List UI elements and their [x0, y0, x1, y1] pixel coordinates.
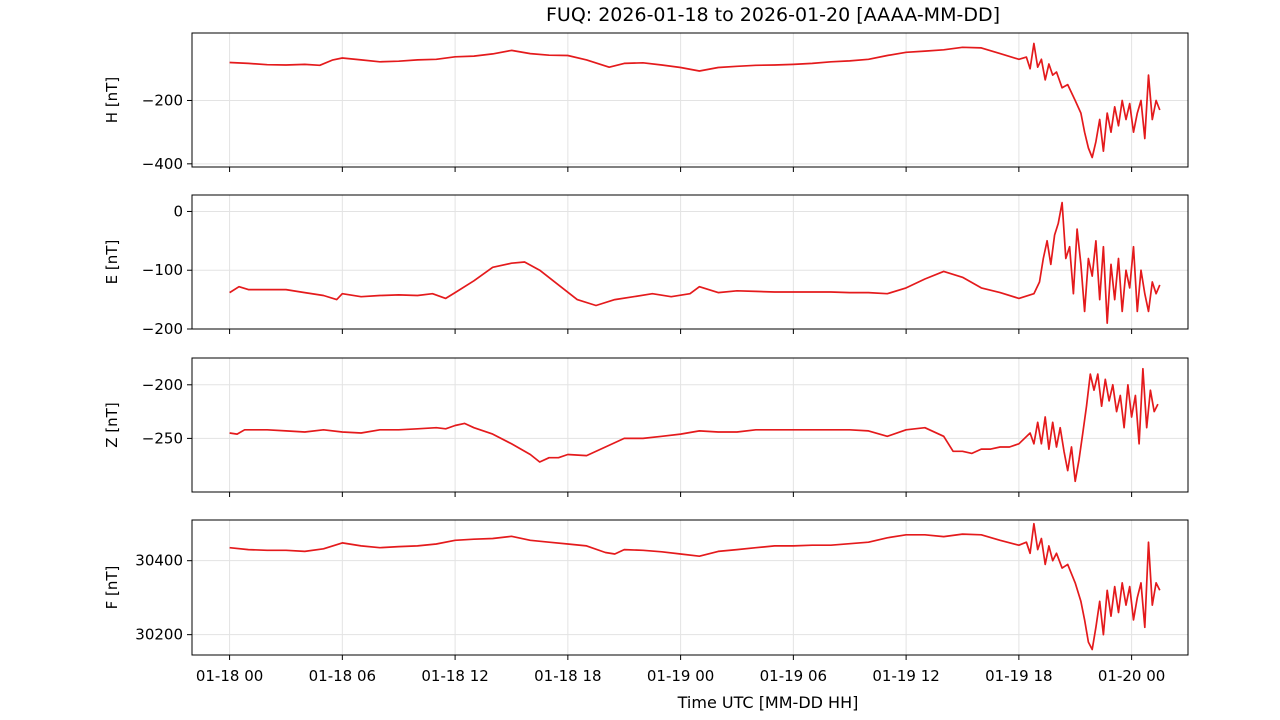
y-tick-label: −250 — [142, 429, 183, 447]
axes-frame — [191, 519, 1189, 656]
y-tick-label: 30200 — [135, 626, 183, 644]
y-axis-label-z: Z [nT] — [103, 402, 121, 447]
panel-f: 30200 30400 F [nT] 01-18 00 01-18 06 01-18 12… — [103, 519, 1189, 685]
y-tick-label: −200 — [142, 91, 183, 109]
chart-title: FUQ: 2026-01-18 to 2026-01-20 [AAAA-MM-D… — [546, 4, 1000, 26]
axes-frame — [191, 357, 1189, 493]
y-axis-label-e: E [nT] — [103, 240, 121, 285]
x-tick-label: 01-19 06 — [760, 667, 827, 685]
x-tick-label: 01-19 12 — [872, 667, 939, 685]
y-tick-label: −200 — [142, 320, 183, 338]
panels: −400 −200 H [nT] −200 −100 0 E [nT] −250 −200 Z [… — [103, 32, 1189, 685]
y-axis-label-f: F [nT] — [103, 566, 121, 610]
panel-h: −400 −200 H [nT] — [103, 32, 1189, 173]
series-line-f — [229, 522, 1161, 651]
panel-e: −200 −100 0 E [nT] — [103, 194, 1189, 338]
y-axis-label-h: H [nT] — [103, 77, 121, 123]
y-tick-label: −200 — [142, 376, 183, 394]
y-tick-label: 30400 — [135, 552, 183, 570]
series-line-z — [229, 367, 1159, 483]
series-line-e — [229, 201, 1161, 324]
x-axis-label: Time UTC [MM-DD HH] — [677, 693, 859, 712]
x-tick-label: 01-18 18 — [534, 667, 601, 685]
series-line-h — [229, 42, 1161, 159]
x-tick-label: 01-18 00 — [196, 667, 263, 685]
y-tick-label: −400 — [142, 155, 183, 173]
axes-frame — [191, 194, 1189, 330]
y-tick-label: −100 — [142, 261, 183, 279]
x-tick-label: 01-20 00 — [1098, 667, 1165, 685]
x-tick-label: 01-19 00 — [647, 667, 714, 685]
y-tick-label: 0 — [173, 202, 183, 220]
x-tick-label: 01-19 18 — [985, 667, 1052, 685]
x-tick-label: 01-18 06 — [309, 667, 376, 685]
x-tick-label: 01-18 12 — [421, 667, 488, 685]
panel-z: −250 −200 Z [nT] — [103, 357, 1189, 497]
